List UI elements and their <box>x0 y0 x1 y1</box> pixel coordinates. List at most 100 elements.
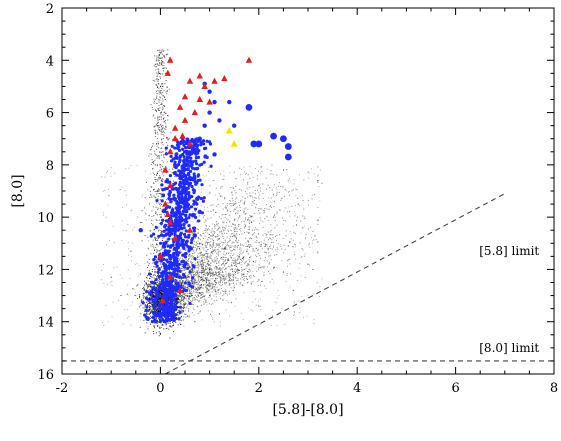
bg-dot <box>191 255 193 257</box>
bg-dot <box>230 269 232 271</box>
bg-dot <box>112 225 114 227</box>
bg-dot <box>293 302 295 304</box>
bg-dot <box>237 258 239 260</box>
bg-dot <box>197 207 199 209</box>
bg-dot <box>160 179 162 181</box>
bg-dot <box>209 266 211 268</box>
bg-dot <box>147 304 149 306</box>
bg-dot <box>215 271 217 273</box>
bg-dot <box>159 299 161 301</box>
bg-dot <box>207 274 209 276</box>
bg-dot <box>179 299 181 301</box>
bg-dot <box>234 203 236 205</box>
bg-dot <box>153 188 155 190</box>
bg-dot <box>151 306 153 308</box>
bg-dot <box>202 238 204 240</box>
bg-dot <box>205 258 207 260</box>
bg-dot <box>224 228 226 230</box>
bg-dot <box>184 274 186 276</box>
bg-dot <box>215 267 217 269</box>
bg-dot <box>182 298 184 300</box>
bg-dot <box>164 128 166 130</box>
bg-dot <box>196 246 198 248</box>
bg-dot <box>189 295 191 297</box>
bg-dot <box>182 277 184 279</box>
bg-dot <box>155 239 157 241</box>
bg-dot <box>145 276 147 278</box>
bg-dot <box>251 215 253 217</box>
bg-dot-point <box>169 300 171 302</box>
bg-dot <box>245 261 247 263</box>
bg-dot <box>162 118 164 120</box>
bg-dot <box>259 212 261 214</box>
bg-dot <box>225 263 227 265</box>
bg-dot <box>232 186 234 188</box>
bg-dot <box>199 260 201 262</box>
bg-dot <box>214 271 216 273</box>
bg-dot <box>234 249 236 251</box>
bg-dot <box>159 333 161 335</box>
bg-dot <box>191 281 193 283</box>
bg-dot <box>234 224 236 226</box>
bg-dot <box>148 298 150 300</box>
bg-dot <box>276 234 278 236</box>
bg-dot <box>146 322 148 324</box>
bg-dot <box>181 307 183 309</box>
bg-dot <box>157 133 159 135</box>
bg-dot <box>312 230 314 232</box>
bg-dot <box>154 197 156 199</box>
bg-dot <box>158 260 160 262</box>
bg-dot <box>206 225 208 227</box>
bg-dot <box>206 242 208 244</box>
bg-dot <box>199 299 201 301</box>
bg-dot <box>154 117 156 119</box>
bg-dot <box>183 307 185 309</box>
bg-dot <box>157 299 159 301</box>
bg-dot <box>183 292 185 294</box>
bg-dot <box>160 262 162 264</box>
bg-dot <box>158 64 160 66</box>
bg-dot <box>143 207 145 209</box>
bg-dot <box>260 219 262 221</box>
bg-dot <box>192 243 194 245</box>
bg-dot <box>206 271 208 273</box>
bg-dot <box>160 216 162 218</box>
bg-dot <box>213 240 215 242</box>
bg-dot <box>228 274 230 276</box>
bg-dot <box>222 221 224 223</box>
bg-dot <box>259 190 261 192</box>
bg-dot <box>151 271 153 273</box>
bg-dot <box>111 285 113 287</box>
bg-dot <box>183 304 185 306</box>
bg-dot <box>227 265 229 267</box>
bg-dot <box>158 87 160 89</box>
bg-dot <box>177 296 179 298</box>
bg-dot <box>211 272 213 274</box>
bg-dot <box>219 245 221 247</box>
data-points <box>138 56 292 324</box>
bg-dot <box>248 228 250 230</box>
bg-dot <box>222 276 224 278</box>
bg-dot <box>317 251 319 253</box>
bg-dot <box>167 144 169 146</box>
bg-dot <box>247 270 249 272</box>
bg-dot <box>178 319 180 321</box>
bg-dot <box>163 132 165 134</box>
bg-dot <box>151 159 153 161</box>
bg-dot <box>196 292 198 294</box>
bg-dot <box>203 270 205 272</box>
bg-dot <box>265 288 267 290</box>
bg-dot <box>255 260 257 262</box>
bg-dot <box>157 60 159 62</box>
bg-dot <box>152 295 154 297</box>
bg-dot <box>199 248 201 250</box>
bg-dot <box>171 238 173 240</box>
bg-dot <box>230 257 232 259</box>
bg-dot <box>154 302 156 304</box>
bg-dot <box>154 174 156 176</box>
bg-dot <box>207 310 209 312</box>
bg-dot <box>246 193 248 195</box>
bg-dot <box>149 277 151 279</box>
bg-dot <box>189 300 191 302</box>
bg-dot <box>317 252 319 254</box>
